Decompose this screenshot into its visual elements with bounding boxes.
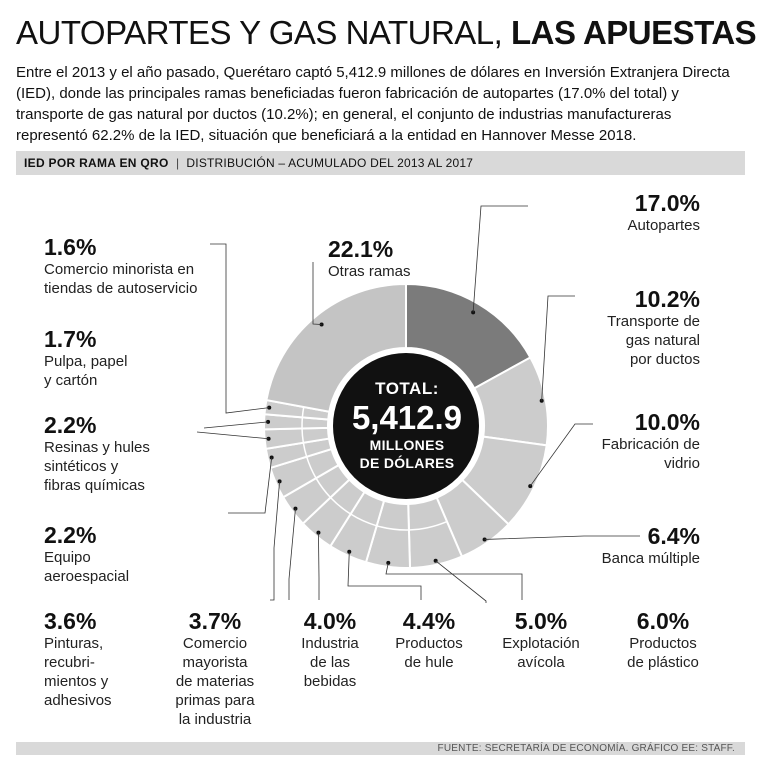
slice-name-line: y cartón bbox=[44, 372, 98, 389]
source-note: FUENTE: SECRETARÍA DE ECONOMÍA. GRÁFICO … bbox=[437, 743, 735, 754]
leader-line bbox=[270, 481, 280, 601]
slice-name-line: fibras químicas bbox=[44, 477, 145, 494]
slice-percent: 10.2% bbox=[634, 286, 700, 312]
chart-subheader: IED POR RAMA EN QRO | DISTRIBUCIÓN – ACU… bbox=[16, 151, 745, 175]
slice-percent: 1.6% bbox=[44, 234, 97, 260]
slice-inner-split bbox=[408, 520, 448, 531]
slice-name-line: Fabricación de bbox=[601, 436, 700, 453]
page-title: AUTOPARTES Y GAS NATURAL, LAS APUESTAS bbox=[16, 14, 757, 52]
slice-name-line: Comercio bbox=[182, 635, 248, 652]
slice-name-line: Industria bbox=[301, 635, 359, 652]
leader-line bbox=[385, 562, 523, 600]
slice-name-line: Equipo bbox=[44, 549, 91, 566]
leader-line bbox=[347, 551, 422, 600]
slice-name-line: primas para bbox=[175, 692, 255, 709]
slice-name-line: Productos bbox=[629, 635, 697, 652]
label-comercio-minorista-en-tiendas-de-autoservicio: 1.6% Comercio minorista en tiendas de auto… bbox=[44, 234, 234, 298]
label-pulpa-papel-y-carton: 1.7% Pulpa, papel y cartón bbox=[44, 326, 164, 390]
slice-name-line: Resinas y hules bbox=[44, 439, 150, 456]
leader-line bbox=[203, 421, 269, 429]
label-comercio-mayorista-de-materias-primas-para-la-industria: 3.7% Comercio mayorista de materias primas p… bbox=[155, 608, 275, 729]
slice-name-line: tiendas de autoservicio bbox=[44, 280, 198, 297]
total-value: 5,412.9 bbox=[351, 399, 463, 436]
slice-name-line: recubri- bbox=[44, 654, 95, 671]
slice-name-line: vidrio bbox=[664, 455, 700, 472]
total-label: TOTAL: bbox=[375, 379, 439, 398]
slice-percent: 4.4% bbox=[402, 608, 456, 634]
slice-name-line: Explotación bbox=[502, 635, 580, 652]
leader-line bbox=[435, 560, 487, 603]
label-pinturas-recubrimientos-y-adhesivos: 3.6% Pinturas, recubri-mientos y adhesivos bbox=[44, 608, 164, 710]
subheader-description: DISTRIBUCIÓN – ACUMULADO DEL 2013 AL 201… bbox=[186, 156, 474, 170]
slice-name-line: Banca múltiple bbox=[601, 550, 700, 567]
slice-name-line: Otras ramas bbox=[328, 263, 411, 280]
slice-name-line: Autopartes bbox=[627, 217, 700, 234]
footer-bar: FUENTE: SECRETARÍA DE ECONOMÍA. GRÁFICO … bbox=[16, 742, 745, 755]
slice-percent: 17.0% bbox=[634, 190, 700, 216]
slice-percent: 22.1% bbox=[328, 236, 394, 262]
label-productos-de-hule: 4.4% Productos de hule bbox=[374, 608, 484, 672]
slice-name-line: Productos bbox=[395, 635, 463, 652]
slice-percent: 2.2% bbox=[44, 522, 97, 548]
title-bold: LAS APUESTAS bbox=[511, 14, 757, 51]
slice-name-line: de materias bbox=[175, 673, 255, 690]
slice-name-line: mayorista bbox=[182, 654, 248, 671]
slice-name-line: gas natural bbox=[625, 332, 700, 349]
subheader-separator: | bbox=[175, 156, 180, 170]
slice-otras-ramas bbox=[265, 282, 407, 413]
slice-name-line: adhesivos bbox=[44, 692, 112, 709]
slice-percent: 6.0% bbox=[636, 608, 690, 634]
label-otras-ramas: 22.1% Otras ramas bbox=[328, 236, 448, 281]
leader-line bbox=[472, 205, 528, 313]
label-explotacion-avicola: 5.0% Explotación avícola bbox=[486, 608, 596, 672]
slice-name-line: por ductos bbox=[629, 351, 700, 368]
label-industria-de-las-bebidas: 4.0% Industria de las bebidas bbox=[290, 608, 370, 691]
center-circle bbox=[333, 353, 479, 499]
slice-name-line: Pulpa, papel bbox=[44, 353, 128, 370]
slice-name-line: de hule bbox=[404, 654, 454, 671]
chart-total: TOTAL: 5,412.9 MILLONES DE DÓLARES bbox=[333, 378, 481, 472]
leader-line bbox=[210, 243, 270, 414]
label-transporte-de-gas-natural-por-ductos: 10.2% Transporte de gas natural por ductos bbox=[550, 286, 700, 369]
leader-line bbox=[228, 457, 273, 514]
slice-percent: 10.0% bbox=[634, 409, 700, 435]
slice-name-line: aeroespacial bbox=[44, 568, 130, 585]
intro-paragraph: Entre el 2013 y el año pasado, Querétaro… bbox=[16, 64, 730, 144]
title-light: AUTOPARTES Y GAS NATURAL, bbox=[16, 14, 503, 51]
slice-name-line: de las bbox=[309, 654, 351, 671]
leader-line bbox=[312, 262, 322, 325]
slice-name-line: bebidas bbox=[303, 673, 357, 690]
total-unit-line-1: MILLONES bbox=[369, 437, 445, 453]
label-productos-de-plastico: 6.0% Productos de plástico bbox=[608, 608, 718, 672]
slice-name-line: Comercio minorista en bbox=[44, 261, 195, 278]
label-banca-multiple: 6.4% Banca múltiple bbox=[550, 523, 700, 568]
slice-percent: 3.7% bbox=[188, 608, 242, 634]
slice-name-line: Pinturas, bbox=[44, 635, 104, 652]
slice-name-line: avícola bbox=[517, 654, 565, 671]
label-fabricacion-de-vidrio: 10.0% Fabricación de vidrio bbox=[550, 409, 700, 473]
slice-name-line: la industria bbox=[178, 711, 252, 728]
slice-percent: 5.0% bbox=[514, 608, 568, 634]
slice-name-line: sintéticos y bbox=[44, 458, 119, 475]
slice-percent: 3.6% bbox=[44, 608, 97, 634]
slice-name-line: de plástico bbox=[627, 654, 699, 671]
label-autopartes: 17.0% Autopartes bbox=[560, 190, 700, 235]
leader-line bbox=[541, 295, 575, 401]
subheader-label: IED POR RAMA EN QRO bbox=[24, 156, 169, 170]
leader-line bbox=[529, 423, 593, 487]
slice-percent: 1.7% bbox=[44, 326, 97, 352]
leader-line bbox=[484, 535, 640, 540]
label-resinas-y-hules-sinteticos-y-fibras-quimicas: 2.2% Resinas y hules sintéticos y fibras qu… bbox=[44, 412, 194, 495]
total-unit-line-2: DE DÓLARES bbox=[359, 455, 455, 471]
slice-percent: 6.4% bbox=[647, 523, 700, 549]
leader-line bbox=[318, 532, 320, 600]
slice-name-line: Transporte de bbox=[607, 313, 700, 330]
slice-percent: 2.2% bbox=[44, 412, 97, 438]
slice-percent: 4.0% bbox=[303, 608, 357, 634]
leader-line bbox=[196, 431, 269, 440]
leader-line bbox=[288, 508, 296, 600]
slice-name-line: mientos y bbox=[44, 673, 109, 690]
label-equipo-aeroespacial: 2.2% Equipo aeroespacial bbox=[44, 522, 174, 586]
